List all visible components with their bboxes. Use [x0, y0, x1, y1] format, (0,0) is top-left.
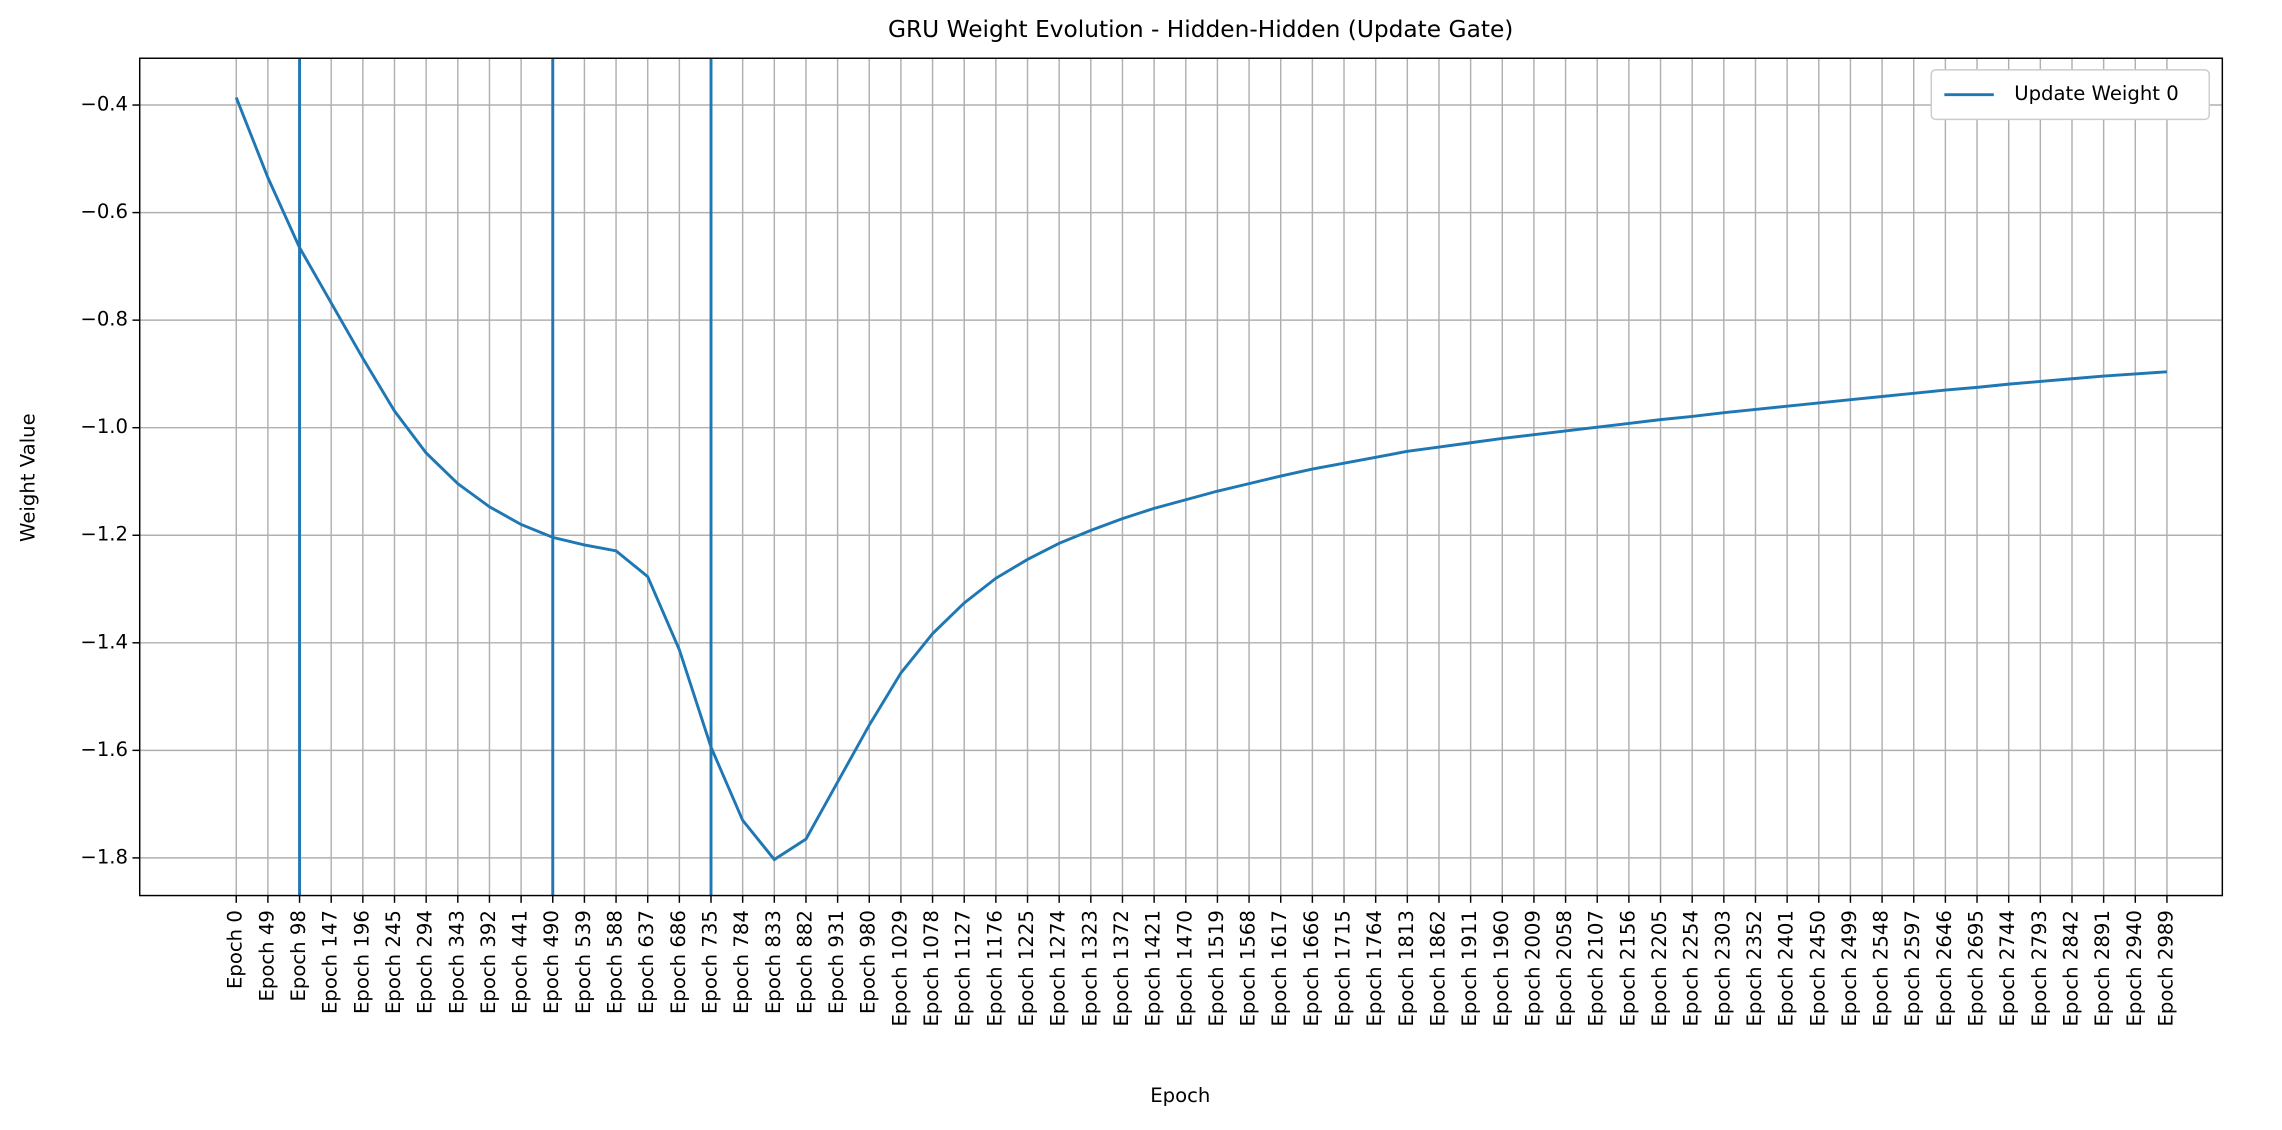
y-tick-label: −1.8 — [80, 845, 128, 868]
x-tick-label: Epoch 2254 — [1680, 910, 1703, 1026]
y-axis-label: Weight Value — [17, 413, 40, 542]
x-tick-label: Epoch 686 — [667, 910, 690, 1014]
x-tick-label: Epoch 980 — [857, 910, 880, 1014]
x-tick-label: Epoch 882 — [793, 910, 816, 1014]
x-tick-label: Epoch 2989 — [2154, 910, 2177, 1026]
x-tick-label: Epoch 2597 — [1901, 910, 1924, 1026]
x-tick-label: Epoch 1421 — [1142, 910, 1165, 1026]
x-tick-label: Epoch 2548 — [1870, 910, 1893, 1026]
x-tick-label: Epoch 2058 — [1553, 910, 1576, 1026]
x-tick-label: Epoch 49 — [255, 910, 278, 1001]
x-tick-label: Epoch 1519 — [1205, 910, 1228, 1026]
x-tick-label: Epoch 2303 — [1711, 910, 1734, 1026]
x-tick-label: Epoch 2205 — [1648, 910, 1671, 1026]
x-tick-label: Epoch 1568 — [1237, 910, 1260, 1026]
x-tick-label: Epoch 2352 — [1743, 910, 1766, 1026]
x-tick-label: Epoch 931 — [825, 910, 848, 1014]
x-tick-label: Epoch 1960 — [1490, 910, 1513, 1026]
x-tick-label: Epoch 1029 — [888, 910, 911, 1026]
y-tick-label: −1.0 — [80, 415, 128, 438]
x-tick-label: Epoch 1617 — [1268, 910, 1291, 1026]
x-tick-label: Epoch 1862 — [1426, 910, 1449, 1026]
x-tick-label: Epoch 2156 — [1616, 910, 1639, 1026]
x-tick-label: Epoch 392 — [477, 910, 500, 1014]
y-tick-label: −1.4 — [80, 630, 128, 653]
x-tick-label: Epoch 2891 — [2091, 910, 2114, 1026]
x-tick-label: Epoch 441 — [509, 910, 532, 1014]
x-tick-label: Epoch 98 — [287, 910, 310, 1001]
x-tick-label: Epoch 735 — [699, 910, 722, 1014]
x-tick-label: Epoch 1078 — [920, 910, 943, 1026]
x-tick-label: Epoch 1274 — [1047, 910, 1070, 1026]
x-tick-label: Epoch 2842 — [2059, 910, 2082, 1026]
x-tick-label: Epoch 833 — [762, 910, 785, 1014]
x-tick-label: Epoch 294 — [414, 910, 437, 1014]
x-tick-label: Epoch 1225 — [1015, 910, 1038, 1026]
x-tick-label: Epoch 2744 — [1996, 910, 2019, 1026]
x-tick-label: Epoch 1372 — [1110, 910, 1133, 1026]
legend-box — [1930, 69, 2210, 121]
y-tick-label: −1.6 — [80, 738, 128, 761]
x-tick-label: Epoch 2401 — [1775, 910, 1798, 1026]
x-tick-label: Epoch 539 — [572, 910, 595, 1014]
x-tick-label: Epoch 2646 — [1933, 910, 1956, 1026]
y-tick-label: −1.2 — [80, 523, 128, 546]
x-tick-label: Epoch 588 — [604, 910, 627, 1014]
x-tick-label: Epoch 2450 — [1806, 910, 1829, 1026]
x-tick-label: Epoch 490 — [540, 910, 563, 1014]
x-tick-label: Epoch 1127 — [952, 910, 975, 1026]
x-tick-label: Epoch 2009 — [1521, 910, 1544, 1026]
x-tick-label: Epoch 1323 — [1078, 910, 1101, 1026]
x-axis-label: Epoch — [1150, 1084, 1210, 1107]
x-tick-label: Epoch 2499 — [1838, 910, 1861, 1026]
x-tick-label: Epoch 1666 — [1300, 910, 1323, 1026]
x-tick-label: Epoch 637 — [635, 910, 658, 1014]
x-tick-label: Epoch 1813 — [1395, 910, 1418, 1026]
x-tick-label: Epoch 784 — [730, 910, 753, 1014]
x-tick-label: Epoch 245 — [382, 910, 405, 1014]
x-tick-label: Epoch 0 — [224, 910, 247, 989]
x-tick-label: Epoch 1911 — [1458, 910, 1481, 1026]
x-tick-label: Epoch 147 — [319, 910, 342, 1014]
x-tick-label: Epoch 1764 — [1363, 910, 1386, 1026]
x-tick-label: Epoch 196 — [350, 910, 373, 1014]
y-tick-label: −0.4 — [80, 93, 128, 116]
x-tick-label: Epoch 1176 — [983, 910, 1006, 1026]
x-tick-label: Epoch 2793 — [2028, 910, 2051, 1026]
x-tick-label: Epoch 2695 — [1965, 910, 1988, 1026]
x-tick-label: Epoch 2107 — [1585, 910, 1608, 1026]
legend-label: Update Weight 0 — [2014, 82, 2179, 105]
y-tick-label: −0.6 — [80, 200, 128, 223]
chart-title: GRU Weight Evolution - Hidden-Hidden (Up… — [888, 16, 1513, 43]
x-tick-label: Epoch 1470 — [1173, 910, 1196, 1026]
x-tick-label: Epoch 343 — [445, 910, 468, 1014]
y-tick-label: −0.8 — [80, 308, 128, 331]
line-series — [234, 96, 2168, 862]
plot-frame — [138, 57, 2224, 897]
x-tick-label: Epoch 2940 — [2123, 910, 2146, 1026]
x-tick-label: Epoch 1715 — [1332, 910, 1355, 1026]
